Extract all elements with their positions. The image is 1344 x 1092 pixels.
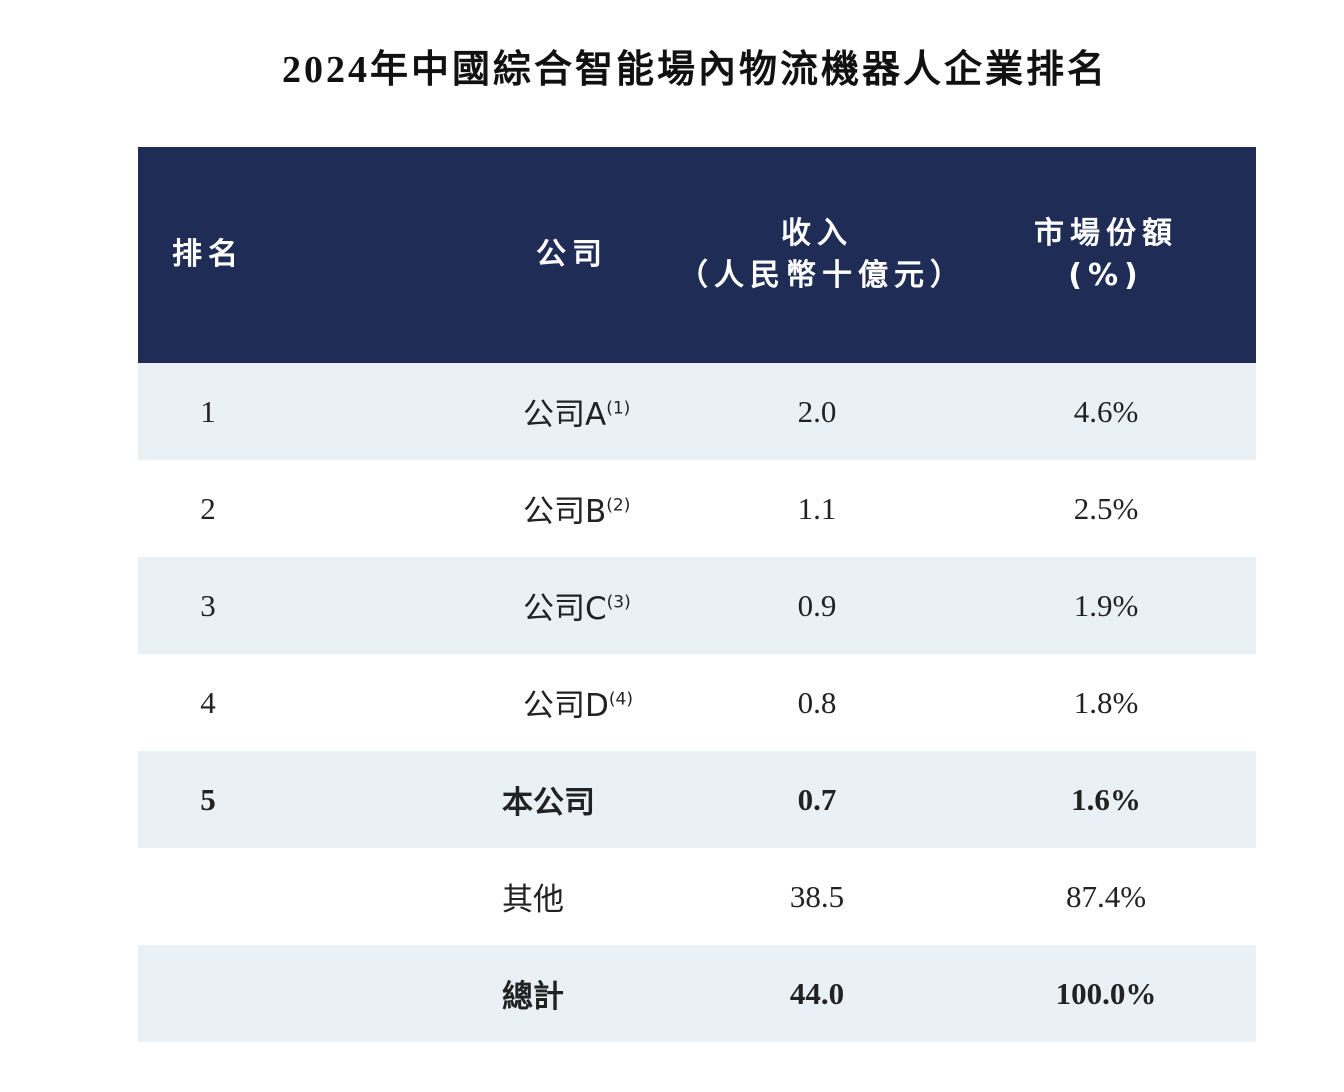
table-body: 1 公司A(1) 2.0 4.6% 2 公司B(2) 1.1 2.5% 3 公司C(3) 0.9 1.…	[138, 363, 1256, 1042]
cell: 100.0%	[956, 945, 1256, 1042]
cell: 44.0	[678, 945, 956, 1042]
company-name: 總計	[502, 979, 564, 1015]
header-text: 公司	[536, 237, 608, 272]
header-row: 排名 公司 收入 （人民幣十億元） 市場份額 (%)	[138, 147, 1256, 363]
table-row: 3 公司C(3) 0.9 1.9%	[138, 557, 1256, 654]
cell: 0.8	[797, 684, 837, 720]
company-cell: 本公司	[278, 751, 678, 848]
cell: 1.6%	[956, 751, 1256, 848]
cell: 2.5%	[1073, 490, 1139, 526]
company-name: 其他	[502, 882, 564, 918]
header-text: 收入	[781, 216, 853, 251]
cell: 1.1	[797, 490, 837, 526]
cell: 38.5	[789, 878, 845, 914]
cell: 1.8%	[1073, 684, 1139, 720]
table-row: 其他 38.5 87.4%	[138, 848, 1256, 945]
cell: 5	[138, 751, 278, 848]
header-text: 市場份額	[1034, 216, 1178, 251]
cell	[138, 945, 278, 1042]
table-row: 2 公司B(2) 1.1 2.5%	[138, 460, 1256, 557]
table-row: 1 公司A(1) 2.0 4.6%	[138, 363, 1256, 460]
header-cell: 市場份額 (%)	[956, 147, 1256, 363]
footnote-marker: (2)	[606, 495, 631, 516]
table-row: 4 公司D(4) 0.8 1.8%	[138, 654, 1256, 751]
company-cell: 其他	[278, 848, 678, 945]
cell: 2.0	[678, 363, 956, 460]
cell: 1.9%	[956, 557, 1256, 654]
company-name: 公司A	[523, 397, 607, 433]
table-row: 總計 44.0 100.0%	[138, 945, 1256, 1042]
footnote-marker: (4)	[608, 689, 633, 710]
header-cell: 公司	[278, 147, 678, 363]
header-cell: 收入 （人民幣十億元）	[678, 147, 966, 363]
cell: 1	[138, 363, 278, 460]
company-cell: 總計	[278, 945, 678, 1042]
ranking-table: 排名 公司 收入 （人民幣十億元） 市場份額 (%) 1 公司A(1) 2.0 4.6% 2 公司B…	[138, 147, 1256, 1042]
company-cell: 公司B(2)	[278, 460, 678, 557]
cell: 4.6%	[956, 363, 1256, 460]
header-text: (%)	[1068, 258, 1144, 293]
cell: 4	[200, 684, 216, 720]
table-row: 5 本公司 0.7 1.6%	[138, 751, 1256, 848]
company-name: 公司B	[523, 494, 607, 530]
header-cell: 排名	[138, 147, 278, 363]
company-cell: 公司A(1)	[278, 363, 678, 460]
company-name: 公司C	[523, 591, 607, 627]
company-cell: 公司D(4)	[278, 654, 678, 751]
cell: 87.4%	[1065, 878, 1147, 914]
cell: 0.7	[678, 751, 956, 848]
header-text: （人民幣十億元）	[678, 258, 966, 293]
cell: 3	[138, 557, 278, 654]
cell: 0.9	[678, 557, 956, 654]
company-cell: 公司C(3)	[278, 557, 678, 654]
cell: 2	[200, 490, 216, 526]
title: 2024年中國綜合智能場內物流機器人企業排名	[281, 49, 1108, 91]
footnote-marker: (1)	[606, 398, 631, 419]
company-name: 公司D	[523, 688, 609, 724]
header-text: 排名	[172, 237, 244, 272]
footnote-marker: (3)	[606, 592, 631, 613]
cell	[138, 848, 278, 945]
company-name: 本公司	[502, 785, 595, 821]
